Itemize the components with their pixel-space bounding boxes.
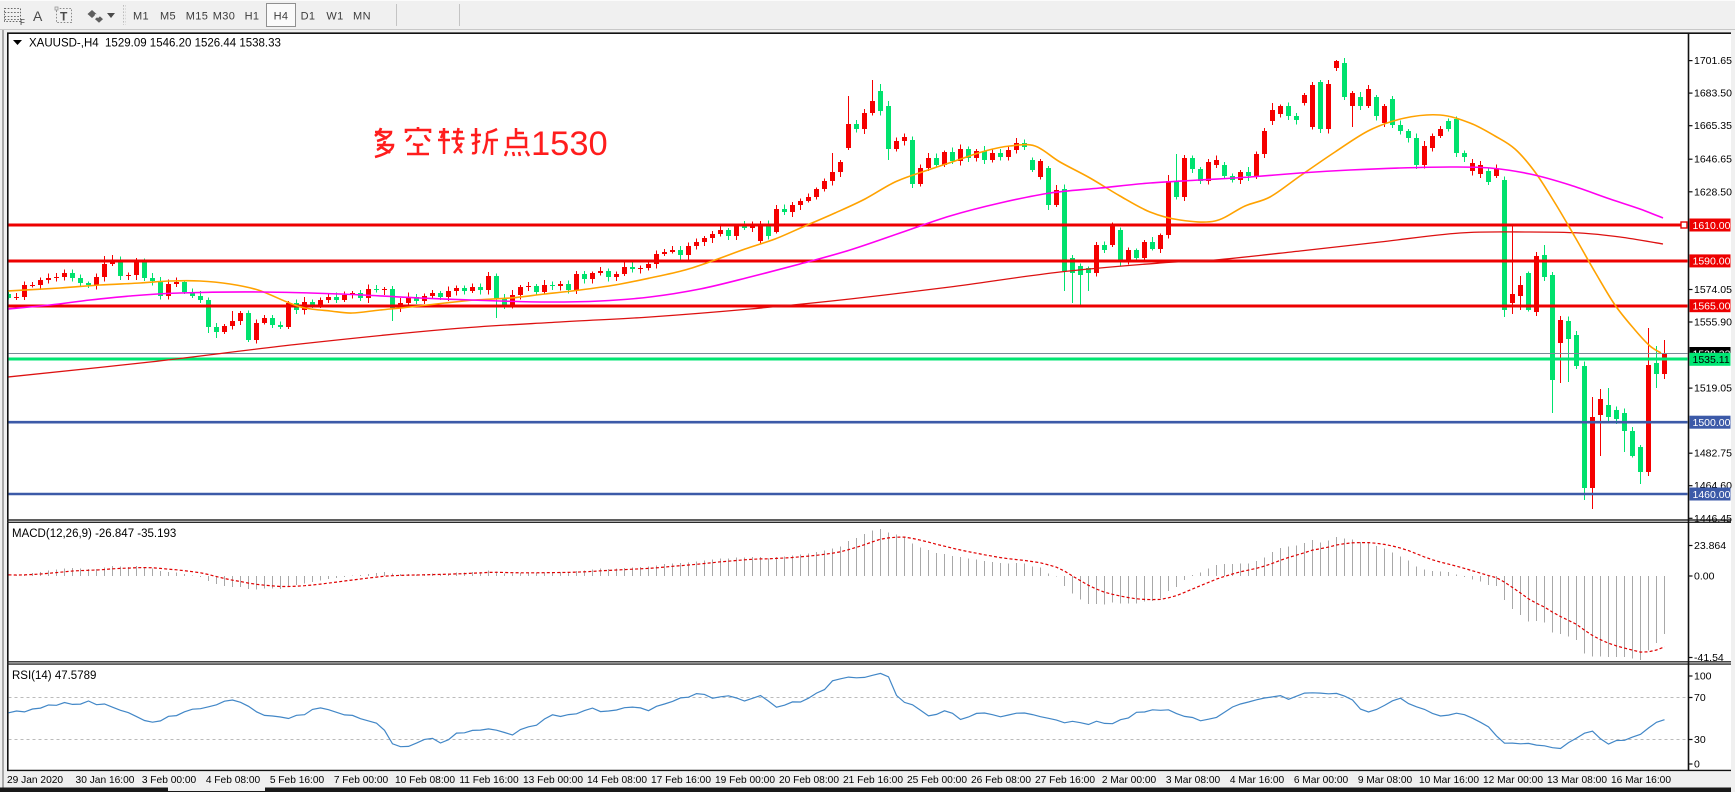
svg-text:A: A bbox=[33, 8, 43, 24]
svg-text:2 Mar 00:00: 2 Mar 00:00 bbox=[1102, 775, 1157, 786]
svg-text:F: F bbox=[20, 18, 25, 27]
svg-text:11 Feb 16:00: 11 Feb 16:00 bbox=[459, 775, 519, 786]
svg-text:7 Feb 00:00: 7 Feb 00:00 bbox=[334, 775, 389, 786]
svg-text:W1: W1 bbox=[326, 11, 343, 23]
svg-text:1610.00: 1610.00 bbox=[1693, 220, 1731, 232]
svg-text:1535.11: 1535.11 bbox=[1693, 354, 1730, 366]
svg-text:5 Feb 16:00: 5 Feb 16:00 bbox=[270, 775, 325, 786]
svg-text:1555.90: 1555.90 bbox=[1694, 317, 1732, 329]
svg-text:M5: M5 bbox=[160, 11, 176, 23]
svg-text:1446.45: 1446.45 bbox=[1694, 513, 1732, 525]
svg-text:1500.00: 1500.00 bbox=[1693, 417, 1731, 429]
svg-text:1683.50: 1683.50 bbox=[1694, 88, 1732, 100]
svg-text:70: 70 bbox=[1694, 692, 1706, 704]
svg-text:1519.05: 1519.05 bbox=[1694, 383, 1732, 395]
svg-text:1530: 1530 bbox=[531, 125, 608, 163]
svg-text:0.00: 0.00 bbox=[1694, 571, 1715, 583]
svg-text:1460.00: 1460.00 bbox=[1693, 489, 1731, 501]
svg-text:M1: M1 bbox=[133, 11, 149, 23]
svg-text:H4: H4 bbox=[274, 11, 289, 23]
svg-text:30 Jan 16:00: 30 Jan 16:00 bbox=[76, 775, 135, 786]
svg-text:16 Mar 16:00: 16 Mar 16:00 bbox=[1611, 775, 1671, 786]
svg-text:13 Mar 08:00: 13 Mar 08:00 bbox=[1547, 775, 1607, 786]
svg-text:3 Mar 08:00: 3 Mar 08:00 bbox=[1166, 775, 1221, 786]
svg-text:MACD(12,26,9) -26.847 -35.193: MACD(12,26,9) -26.847 -35.193 bbox=[12, 528, 176, 540]
svg-text:23.864: 23.864 bbox=[1694, 540, 1726, 552]
svg-text:MN: MN bbox=[353, 11, 371, 23]
svg-text:9 Mar 08:00: 9 Mar 08:00 bbox=[1358, 775, 1413, 786]
svg-text:10 Mar 16:00: 10 Mar 16:00 bbox=[1419, 775, 1479, 786]
svg-text:M30: M30 bbox=[213, 11, 236, 23]
svg-text:10 Feb 08:00: 10 Feb 08:00 bbox=[395, 775, 455, 786]
svg-text:1665.35: 1665.35 bbox=[1694, 120, 1732, 132]
svg-text:1628.50: 1628.50 bbox=[1694, 186, 1732, 198]
svg-text:14 Feb 08:00: 14 Feb 08:00 bbox=[587, 775, 647, 786]
svg-text:1574.05: 1574.05 bbox=[1694, 284, 1732, 296]
svg-text:12 Mar 00:00: 12 Mar 00:00 bbox=[1483, 775, 1543, 786]
svg-text:3 Feb 00:00: 3 Feb 00:00 bbox=[142, 775, 197, 786]
svg-text:25 Feb 00:00: 25 Feb 00:00 bbox=[907, 775, 967, 786]
svg-text:T: T bbox=[60, 10, 68, 24]
svg-text:27 Feb 16:00: 27 Feb 16:00 bbox=[1035, 775, 1095, 786]
svg-text:RSI(14) 47.5789: RSI(14) 47.5789 bbox=[12, 670, 96, 682]
svg-text:1646.65: 1646.65 bbox=[1694, 154, 1732, 166]
svg-text:0: 0 bbox=[1694, 759, 1700, 771]
svg-text:4 Feb 08:00: 4 Feb 08:00 bbox=[206, 775, 261, 786]
svg-text:4 Mar 16:00: 4 Mar 16:00 bbox=[1230, 775, 1285, 786]
svg-text:13 Feb 00:00: 13 Feb 00:00 bbox=[523, 775, 583, 786]
svg-text:20 Feb 08:00: 20 Feb 08:00 bbox=[779, 775, 839, 786]
svg-text:1590.00: 1590.00 bbox=[1693, 256, 1731, 268]
svg-text:XAUUSD-,H4 1529.09 1546.20 15: XAUUSD-,H4 1529.09 1546.20 1526.44 1538.… bbox=[29, 38, 281, 50]
svg-text:1701.65: 1701.65 bbox=[1694, 55, 1732, 67]
svg-text:29 Jan 2020: 29 Jan 2020 bbox=[7, 775, 63, 786]
svg-text:M15: M15 bbox=[186, 11, 209, 23]
svg-text:100: 100 bbox=[1694, 671, 1712, 683]
svg-text:1565.00: 1565.00 bbox=[1693, 301, 1731, 313]
svg-text:6 Mar 00:00: 6 Mar 00:00 bbox=[1294, 775, 1349, 786]
svg-text:-41.54: -41.54 bbox=[1694, 652, 1724, 664]
svg-text:26 Feb 08:00: 26 Feb 08:00 bbox=[971, 775, 1031, 786]
svg-text:D1: D1 bbox=[301, 11, 316, 23]
svg-text:H1: H1 bbox=[245, 11, 260, 23]
svg-text:19 Feb 00:00: 19 Feb 00:00 bbox=[715, 775, 775, 786]
svg-text:17 Feb 16:00: 17 Feb 16:00 bbox=[651, 775, 711, 786]
svg-text:21 Feb 16:00: 21 Feb 16:00 bbox=[843, 775, 903, 786]
svg-text:1482.75: 1482.75 bbox=[1694, 448, 1732, 460]
svg-text:30: 30 bbox=[1694, 734, 1706, 746]
